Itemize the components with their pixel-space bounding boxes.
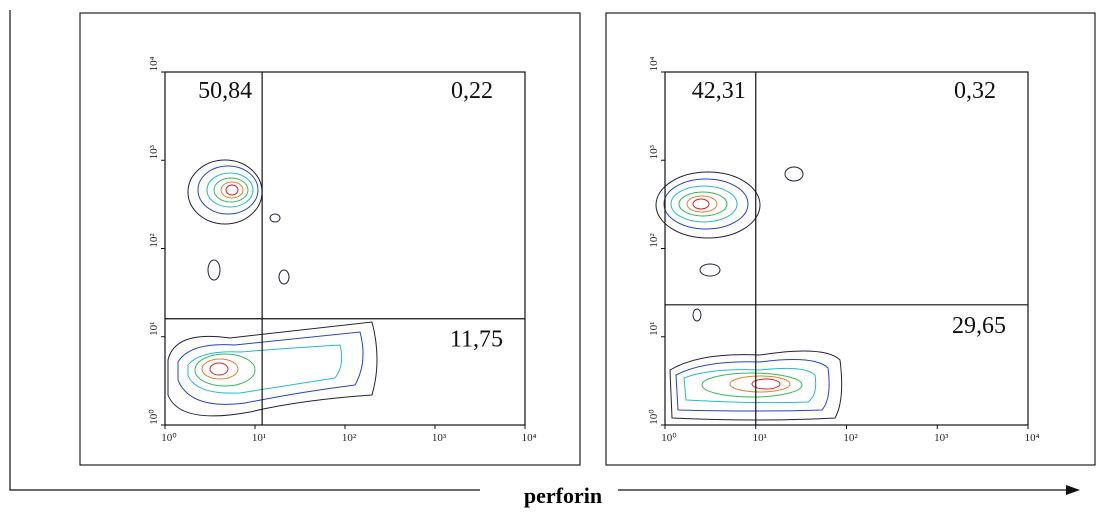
- plot-area: [164, 71, 526, 426]
- y-tick-label: 10¹: [148, 322, 160, 336]
- plot-area: [664, 71, 1029, 426]
- panel-frame: [605, 12, 1096, 466]
- y-tick-label: 10⁴: [648, 56, 660, 71]
- y-tick-label: 10¹: [648, 322, 660, 336]
- axis-label: perforin: [524, 483, 602, 508]
- y-tick-label: 10³: [648, 144, 660, 159]
- x-tick-label: 10¹: [753, 432, 767, 444]
- x-tick-label: 10³: [934, 432, 949, 444]
- quadrant-label: 50,84: [198, 78, 252, 104]
- y-tick-label: 10⁰: [648, 409, 660, 425]
- quadrant-label: 0,22: [451, 78, 493, 104]
- quadrant-label: 29,65: [952, 313, 1006, 339]
- y-tick-label: 10²: [148, 233, 160, 248]
- x-tick-label: 10⁴: [522, 432, 537, 444]
- arrow-head: [1066, 485, 1080, 495]
- y-tick-label: 10³: [148, 144, 160, 159]
- x-tick-label: 10¹: [252, 432, 266, 444]
- y-tick-label: 10²: [648, 233, 660, 248]
- x-tick-label: 10²: [342, 432, 357, 444]
- bracket-line: [9, 10, 480, 491]
- y-tick-label: 10⁴: [148, 56, 160, 71]
- contours: [167, 159, 843, 421]
- quadrant-label: 42,31: [692, 78, 746, 104]
- quadrant-label: 0,32: [954, 78, 996, 104]
- x-tick-label: 10⁴: [1025, 432, 1040, 444]
- x-tick-label: 10³: [432, 432, 447, 444]
- quadrant-label: 11,75: [450, 327, 503, 353]
- x-tick-label: 10²: [843, 432, 858, 444]
- y-tick-label: 10⁰: [148, 409, 160, 425]
- x-tick-label: 10⁰: [661, 432, 677, 444]
- x-tick-label: 10⁰: [161, 432, 177, 444]
- panel-frame: [79, 12, 581, 466]
